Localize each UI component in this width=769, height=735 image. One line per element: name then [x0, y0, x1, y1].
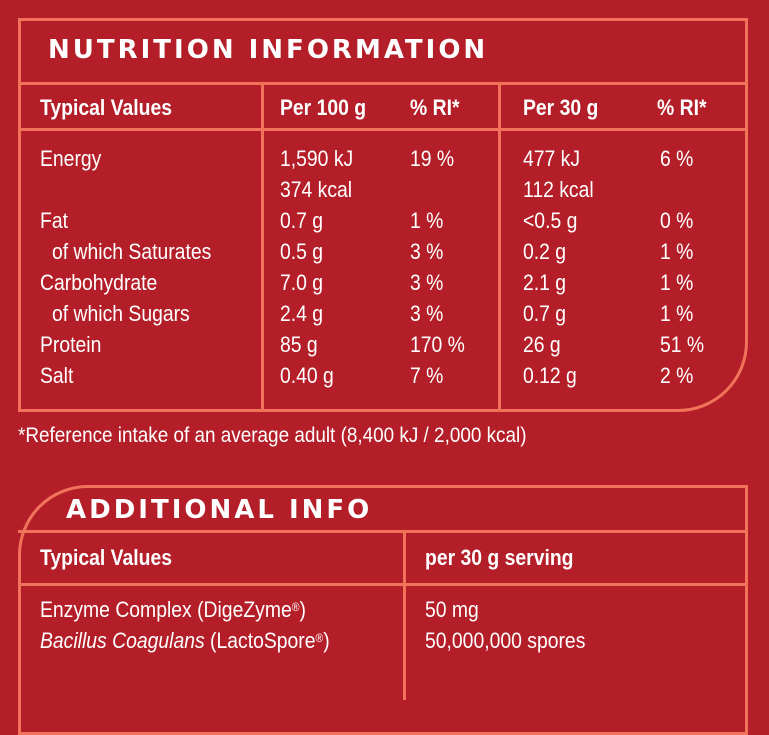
row-label-fat: Fat	[40, 208, 68, 233]
row-label-protein: Protein	[40, 332, 102, 357]
additional-header-typical-values: Typical Values	[40, 545, 173, 570]
header-ri-30g: % RI*	[657, 95, 707, 120]
sugars-per-30g: 0.7 g	[523, 301, 567, 326]
additional-header-divider	[18, 583, 748, 586]
bacillus-coagulans-value: 50,000,000 spores	[425, 628, 586, 653]
energy-per-100g-kj: 1,590 kJ	[280, 146, 354, 171]
salt-per-30g: 0.12 g	[523, 363, 577, 388]
header-typical-values: Typical Values	[40, 95, 173, 120]
enzyme-complex-label: Enzyme Complex (DigeZyme®)	[40, 594, 306, 625]
row-label-saturates: of which Saturates	[52, 239, 212, 264]
bacillus-coagulans-label: Bacillus Coagulans (LactoSpore®)	[40, 625, 330, 656]
energy-per-30g-kcal: 112 kcal	[523, 177, 594, 202]
reference-intake-footnote: *Reference intake of an average adult (8…	[18, 424, 527, 447]
bacillus-coagulans-rest: (LactoSpore	[204, 628, 316, 653]
additional-header-per-serving: per 30 g serving	[425, 545, 574, 570]
header-ri-100g: % RI*	[410, 95, 460, 120]
energy-ri-30g: 6 %	[660, 146, 694, 171]
bacillus-coagulans-italic: Bacillus Coagulans	[40, 628, 205, 653]
protein-ri-30g: 51 %	[660, 332, 705, 357]
additional-column-divider	[403, 530, 406, 700]
nutrition-header-divider	[18, 128, 748, 131]
header-per-100g: Per 100 g	[280, 95, 367, 120]
nutrition-title: NUTRITION INFORMATION	[48, 35, 489, 65]
sugars-ri-100g: 3 %	[410, 301, 444, 326]
enzyme-complex-value: 50 mg	[425, 597, 479, 622]
carbohydrate-ri-30g: 1 %	[660, 270, 694, 295]
row-label-salt: Salt	[40, 363, 74, 388]
nutrition-title-divider	[18, 82, 748, 85]
row-label-sugars: of which Sugars	[52, 301, 190, 326]
nutrition-column-divider-1	[261, 82, 264, 412]
carbohydrate-per-100g: 7.0 g	[280, 270, 324, 295]
additional-title-divider	[18, 530, 748, 533]
row-label-energy: Energy	[40, 146, 102, 171]
nutrition-information-panel	[18, 18, 748, 412]
salt-ri-100g: 7 %	[410, 363, 444, 388]
fat-per-100g: 0.7 g	[280, 208, 324, 233]
saturates-ri-100g: 3 %	[410, 239, 444, 264]
energy-per-30g-kj: 477 kJ	[523, 146, 581, 171]
energy-ri-100g: 19 %	[410, 146, 455, 171]
energy-per-100g-kcal: 374 kcal	[280, 177, 353, 202]
bacillus-coagulans-close: )	[323, 628, 330, 653]
nutrition-column-divider-2	[498, 82, 501, 412]
fat-ri-30g: 0 %	[660, 208, 694, 233]
saturates-ri-30g: 1 %	[660, 239, 694, 264]
row-label-carbohydrate: Carbohydrate	[40, 270, 158, 295]
enzyme-complex-name: Enzyme Complex (DigeZyme	[40, 597, 292, 622]
protein-ri-100g: 170 %	[410, 332, 465, 357]
enzyme-complex-close: )	[299, 597, 306, 622]
registered-mark: ®	[315, 631, 324, 645]
protein-per-30g: 26 g	[523, 332, 561, 357]
fat-per-30g: <0.5 g	[523, 208, 578, 233]
saturates-per-30g: 0.2 g	[523, 239, 567, 264]
sugars-ri-30g: 1 %	[660, 301, 694, 326]
salt-ri-30g: 2 %	[660, 363, 694, 388]
additional-info-title: ADDITIONAL INFO	[66, 495, 373, 525]
salt-per-100g: 0.40 g	[280, 363, 334, 388]
protein-per-100g: 85 g	[280, 332, 318, 357]
carbohydrate-per-30g: 2.1 g	[523, 270, 567, 295]
fat-ri-100g: 1 %	[410, 208, 444, 233]
sugars-per-100g: 2.4 g	[280, 301, 324, 326]
saturates-per-100g: 0.5 g	[280, 239, 324, 264]
carbohydrate-ri-100g: 3 %	[410, 270, 444, 295]
header-per-30g: Per 30 g	[523, 95, 599, 120]
registered-mark: ®	[291, 600, 300, 614]
